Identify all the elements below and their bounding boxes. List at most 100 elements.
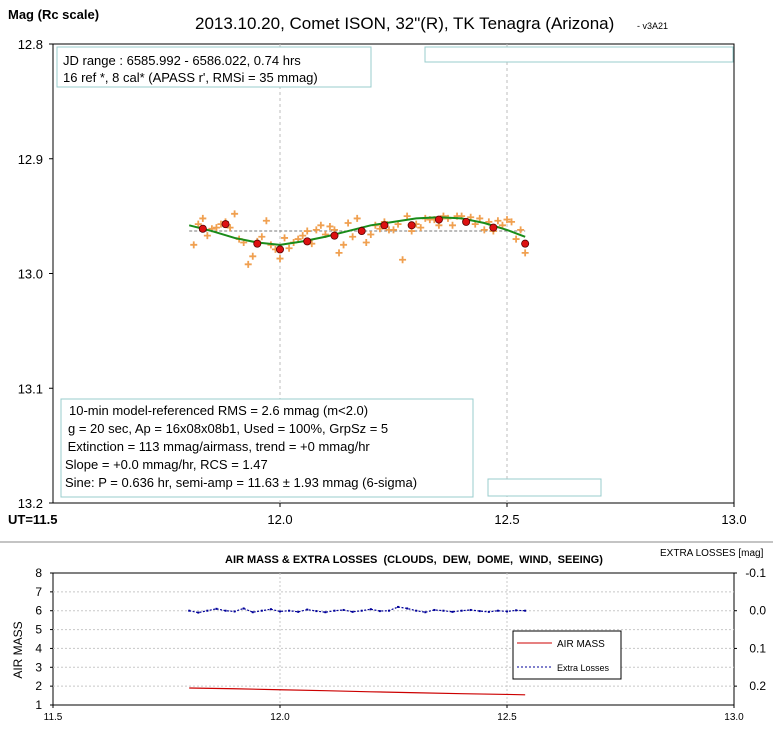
y-axis-label: Mag (Rc scale) (8, 7, 99, 22)
extra-losses-line (189, 606, 526, 614)
group-average-point (462, 217, 471, 226)
plus-point (367, 230, 375, 238)
plus-point (512, 235, 520, 243)
extra-losses-point (333, 609, 336, 612)
plus-point (349, 233, 357, 241)
air-mass-plot-frame (52, 572, 735, 706)
extra-losses-point (360, 609, 363, 612)
plus-point (303, 227, 311, 235)
extra-losses-point (397, 605, 400, 608)
plus-point (244, 260, 252, 268)
x-tick-label: 12.5 (497, 712, 517, 723)
plus-point (326, 222, 334, 230)
group-average-point (521, 239, 530, 248)
plus-point (521, 249, 529, 257)
plus-point (285, 244, 293, 252)
extra-losses-point (297, 610, 300, 613)
group-average-point (380, 221, 389, 230)
extra-losses-point (378, 610, 381, 613)
y-tick-label: 4 (35, 641, 42, 655)
x-tick-label: 12.0 (267, 512, 292, 527)
plus-point (494, 217, 502, 225)
extra-losses-point (324, 611, 327, 614)
plus-point (190, 241, 198, 249)
extra-losses-point (224, 609, 227, 612)
extra-losses-point (188, 609, 191, 612)
plus-point (508, 218, 516, 226)
plus-point (281, 234, 289, 242)
extra-losses-point (260, 609, 263, 612)
x-tick-label: 12.5 (494, 512, 519, 527)
y-tick-label: 5 (35, 623, 42, 637)
plus-point (276, 255, 284, 263)
plus-point (226, 224, 234, 232)
extra-losses-point (351, 610, 354, 613)
plus-point (335, 249, 343, 257)
extra-losses-point (387, 609, 390, 612)
chart-title: 2013.10.20, Comet ISON, 32"(R), TK Tenag… (195, 14, 614, 33)
extra-losses-axis-label: EXTRA LOSSES [mag] (660, 548, 764, 559)
y-tick-label: 12.9 (18, 152, 43, 167)
plus-point (194, 220, 202, 228)
y-tick-label: 13.2 (18, 496, 43, 511)
y2-tick-label: 0.1 (749, 641, 766, 655)
extra-losses-point (524, 609, 527, 612)
air-mass-series (188, 605, 527, 696)
y-tick-label: 2 (35, 679, 42, 693)
y-tick-label: 1 (35, 698, 42, 712)
group-average-point (221, 220, 230, 229)
air-mass-line (189, 687, 526, 696)
group-average-point (253, 239, 262, 248)
air-mass-axis-label: AIR MASS (11, 621, 25, 678)
extra-losses-point (442, 609, 445, 612)
plus-point (203, 232, 211, 240)
y2-tick-label: -0.1 (745, 566, 766, 580)
extra-losses-point (306, 608, 309, 611)
plus-point (403, 212, 411, 220)
legend-box (512, 630, 622, 680)
info-top-line-1: JD range : 6585.992 - 6586.022, 0.74 hrs (63, 53, 301, 68)
group-average-point (198, 224, 207, 233)
plus-point (199, 214, 207, 222)
plus-point (340, 241, 348, 249)
y2-tick-label: 0.2 (749, 679, 766, 693)
group-average-point (357, 227, 366, 236)
extra-losses-point (233, 610, 236, 613)
air-mass-gridlines (53, 573, 734, 705)
info-bottom-line-3: Extinction = 113 mmag/airmass, trend = +… (64, 439, 370, 454)
extra-losses-point (415, 609, 418, 612)
info-bottom-line-1: 10-min model-referenced RMS = 2.6 mmag (… (69, 403, 368, 418)
extra-losses-point (506, 610, 508, 613)
x-tick-labels: 12.0 12.5 13.0 (267, 503, 747, 527)
extra-losses-point (515, 609, 518, 612)
plus-point (231, 210, 239, 218)
group-average-point (330, 231, 339, 240)
extra-losses-point (215, 607, 218, 610)
extra-losses-point (279, 610, 281, 613)
y-tick-label: 12.8 (18, 37, 43, 52)
plus-point (517, 226, 525, 234)
plus-point (312, 226, 320, 234)
info-bottom-line-4: Slope = +0.0 mmag/hr, RCS = 1.47 (65, 457, 268, 472)
extra-losses-point (288, 609, 291, 612)
air-mass-y-tick-labels: 1 2 3 4 5 6 7 8 (35, 566, 53, 712)
extra-losses-point (469, 608, 472, 611)
info-top-line-2: 16 ref *, 8 cal* (APASS r', RMSi = 35 mm… (63, 70, 318, 85)
extra-losses-point (251, 611, 254, 614)
y-tick-label: 3 (35, 660, 42, 674)
extra-losses-point (242, 607, 245, 610)
y-tick-label: 6 (35, 604, 42, 618)
extra-losses-tick-labels: -0.1 0.0 0.1 0.2 (734, 566, 766, 693)
group-average-point (407, 221, 416, 230)
extra-losses-point (433, 608, 436, 611)
extra-losses-point (269, 608, 272, 611)
x-start-label: UT=11.5 (8, 512, 58, 527)
group-average-point (434, 215, 443, 224)
extra-losses-point (460, 609, 463, 612)
plus-point (299, 232, 307, 240)
y-tick-labels: 12.8 12.9 13.0 13.1 13.2 (18, 37, 53, 511)
info-box-bottom (60, 398, 474, 498)
x-tick-label: 13.0 (724, 712, 744, 723)
plus-point (449, 221, 457, 229)
